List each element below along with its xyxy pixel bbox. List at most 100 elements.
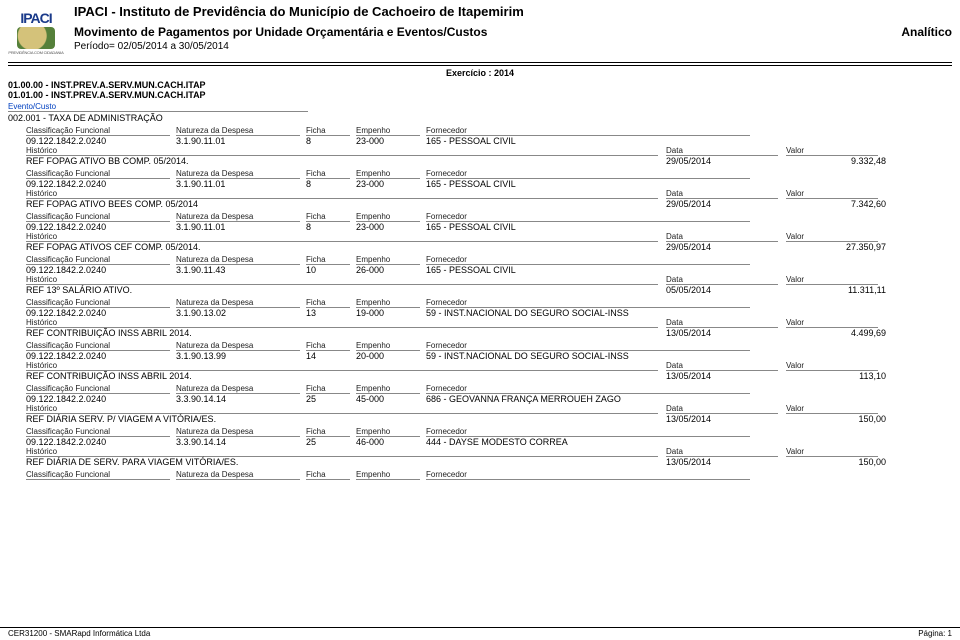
col-valor: Valor (786, 146, 878, 156)
col-data: Data (666, 404, 778, 414)
col-fornecedor: Fornecedor (426, 384, 750, 394)
col-natureza: Natureza da Despesa (176, 126, 300, 136)
col-fornecedor: Fornecedor (426, 427, 750, 437)
col-classificacao: Classificação Funcional (26, 384, 170, 394)
val-fornecedor: 59 - INST.NACIONAL DO SEGURO SOCIAL-INSS (426, 308, 756, 318)
col-empenho: Empenho (356, 255, 420, 265)
col-ficha: Ficha (306, 427, 350, 437)
payment-entry: Classificação FuncionalNatureza da Despe… (26, 255, 952, 295)
val-valor: 113,10 (786, 371, 886, 381)
col-valor: Valor (786, 232, 878, 242)
col-ficha: Ficha (306, 126, 350, 136)
payment-entry: Classificação FuncionalNatureza da Despe… (26, 341, 952, 381)
val-data: 29/05/2014 (666, 199, 786, 209)
col-empenho: Empenho (356, 126, 420, 136)
val-natureza: 3.1.90.11.01 (176, 136, 306, 146)
val-ficha: 8 (306, 136, 356, 146)
val-historico: REF DIÁRIA DE SERV. PARA VIAGEM VITÓRIA/… (26, 457, 666, 467)
divider (8, 62, 952, 63)
payment-entry: Classificação FuncionalNatureza da Despe… (26, 212, 952, 252)
col-historico: Histórico (26, 318, 658, 328)
col-valor: Valor (786, 275, 878, 285)
org-title: IPACI - Instituto de Previdência do Muni… (74, 4, 952, 19)
val-empenho: 26-000 (356, 265, 426, 275)
org-logo: IPACI PREVIDÊNCIA COM CIDADANIA (8, 4, 64, 60)
value-row: 09.122.1842.2.02403.1.90.11.01823-000165… (26, 179, 952, 189)
val-classificacao: 09.122.1842.2.0240 (26, 394, 176, 404)
hist-headers: HistóricoDataValor (26, 447, 952, 457)
hist-headers: HistóricoDataValor (26, 275, 952, 285)
col-ficha: Ficha (306, 341, 350, 351)
hist-headers: HistóricoDataValor (26, 361, 952, 371)
value-row: 09.122.1842.2.02403.1.90.11.01823-000165… (26, 222, 952, 232)
val-natureza: 3.3.90.14.14 (176, 437, 306, 447)
col-historico: Histórico (26, 275, 658, 285)
col-natureza: Natureza da Despesa (176, 341, 300, 351)
logo-text-top: IPACI (20, 10, 51, 26)
val-natureza: 3.3.90.14.14 (176, 394, 306, 404)
col-classificacao: Classificação Funcional (26, 470, 170, 480)
logo-text-bottom: PREVIDÊNCIA COM CIDADANIA (8, 50, 63, 55)
val-classificacao: 09.122.1842.2.0240 (26, 351, 176, 361)
col-natureza: Natureza da Despesa (176, 384, 300, 394)
val-historico: REF FOPAG ATIVOS CEF COMP. 05/2014. (26, 242, 666, 252)
col-ficha: Ficha (306, 169, 350, 179)
val-historico: REF FOPAG ATIVO BB COMP. 05/2014. (26, 156, 666, 166)
col-historico: Histórico (26, 232, 658, 242)
val-valor: 4.499,69 (786, 328, 886, 338)
val-natureza: 3.1.90.13.02 (176, 308, 306, 318)
col-valor: Valor (786, 318, 878, 328)
col-empenho: Empenho (356, 384, 420, 394)
page-footer: CER31200 - SMARapd Informática Ltda Pági… (0, 627, 960, 638)
payment-entry: Classificação Funcional Natureza da Despe… (26, 169, 952, 209)
value-row: 09.122.1842.2.02403.3.90.14.142546-00044… (26, 437, 952, 447)
val-fornecedor: 444 - DAYSE MODESTO CORREA (426, 437, 756, 447)
col-valor: Valor (786, 447, 878, 457)
val-fornecedor: 59 - INST.NACIONAL DO SEGURO SOCIAL-INSS (426, 351, 756, 361)
col-empenho: Empenho (356, 427, 420, 437)
column-headers: Classificação Funcional Natureza da Despe… (26, 384, 952, 394)
col-natureza: Natureza da Despesa (176, 212, 300, 222)
col-data: Data (666, 232, 778, 242)
val-data: 29/05/2014 (666, 156, 786, 166)
val-valor: 9.332,48 (786, 156, 886, 166)
val-empenho: 46-000 (356, 437, 426, 447)
hist-headers: HistóricoDataValor (26, 146, 952, 156)
hist-values: REF FOPAG ATIVOS CEF COMP. 05/2014.29/05… (26, 242, 952, 252)
col-empenho: Empenho (356, 298, 420, 308)
val-fornecedor: 165 - PESSOAL CIVIL (426, 136, 756, 146)
val-natureza: 3.1.90.11.01 (176, 179, 306, 189)
entry-partial: Classificação Funcional Natureza da Desp… (26, 470, 952, 480)
val-natureza: 3.1.90.13.99 (176, 351, 306, 361)
val-valor: 11.311,11 (786, 285, 886, 295)
column-headers: Classificação FuncionalNatureza da Despe… (26, 341, 952, 351)
unit-line-2: 01.01.00 - INST.PREV.A.SERV.MUN.CACH.ITA… (8, 90, 952, 100)
val-valor: 7.342,60 (786, 199, 886, 209)
hist-values: REF DIÁRIA SERV. P/ VIAGEM A VITÓRIA/ES.… (26, 414, 952, 424)
divider (8, 65, 952, 66)
col-valor: Valor (786, 189, 878, 199)
hist-values: REF CONTRIBUIÇÃO INSS ABRIL 2014.13/05/2… (26, 371, 952, 381)
val-historico: REF DIÁRIA SERV. P/ VIAGEM A VITÓRIA/ES. (26, 414, 666, 424)
col-data: Data (666, 447, 778, 457)
col-classificacao: Classificação Funcional (26, 298, 170, 308)
col-natureza: Natureza da Despesa (176, 427, 300, 437)
col-natureza: Natureza da Despesa (176, 169, 300, 179)
evento-value: 002.001 - TAXA DE ADMINISTRAÇÃO (8, 113, 952, 123)
col-classificacao: Classificação Funcional (26, 169, 170, 179)
value-row: 09.122.1842.2.02403.3.90.14.142545-00068… (26, 394, 952, 404)
col-empenho: Empenho (356, 169, 420, 179)
col-data: Data (666, 189, 778, 199)
col-ficha: Ficha (306, 298, 350, 308)
hist-headers: HistóricoDataValor (26, 404, 952, 414)
column-headers: Classificação Funcional Natureza da Despe… (26, 298, 952, 308)
val-historico: REF 13º SALÁRIO ATIVO. (26, 285, 666, 295)
col-data: Data (666, 361, 778, 371)
hist-headers: HistóricoDataValor (26, 189, 952, 199)
col-fornecedor: Fornecedor (426, 212, 750, 222)
col-natureza: Natureza da Despesa (176, 298, 300, 308)
val-valor: 150,00 (786, 414, 886, 424)
val-ficha: 8 (306, 222, 356, 232)
col-empenho: Empenho (356, 341, 420, 351)
val-classificacao: 09.122.1842.2.0240 (26, 179, 176, 189)
